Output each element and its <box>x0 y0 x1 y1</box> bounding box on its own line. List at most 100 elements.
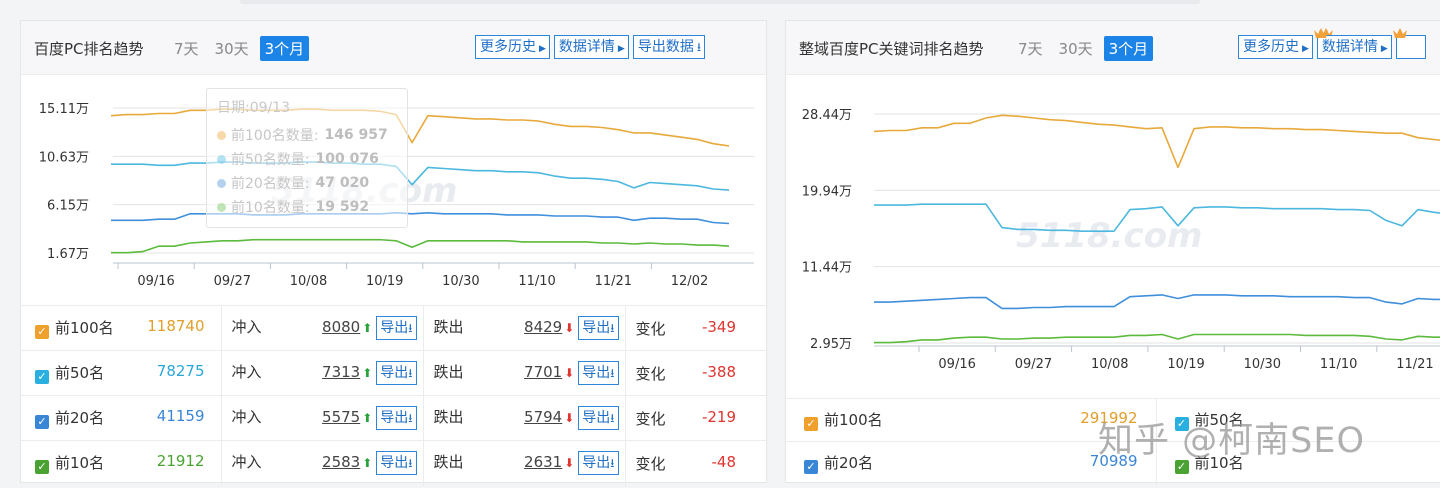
data-details-label: 数据详情 <box>1321 39 1378 55</box>
tooltip-row: 前50名数量: 100 076 <box>217 147 397 171</box>
tooltip-row: 前100名数量: 146 957 <box>217 123 397 147</box>
tab-3m[interactable]: 3个月 <box>259 36 310 61</box>
tooltip-label: 前10名数量: <box>231 200 310 216</box>
download-icon: ⭳ <box>610 456 615 471</box>
rank-label: 前100名 <box>55 319 114 337</box>
series-line-前20名[interactable] <box>874 294 1440 310</box>
checkbox-checked-icon[interactable]: ✓ <box>1174 417 1189 431</box>
checkbox-checked-icon[interactable]: ✓ <box>35 325 49 339</box>
more-history-label: 更多历史 <box>1243 39 1299 55</box>
caret-right-icon: ▶ <box>539 44 546 54</box>
export-button[interactable]: 导出⭳ <box>578 406 619 430</box>
vip-crown-icon <box>1392 28 1407 38</box>
series-line-前20名[interactable] <box>111 212 730 225</box>
rush-in-label: 冲入 <box>231 408 262 426</box>
change-value: -388 <box>701 362 736 381</box>
export-label: 导出 <box>380 455 409 472</box>
tooltip-label: 前20名数量: <box>231 176 310 192</box>
tooltip-row: 前20名数量: 47 020 <box>217 171 397 195</box>
change-label: 变化 <box>635 454 666 473</box>
download-icon: ⭳ <box>408 456 413 471</box>
export-label: 导出 <box>582 455 611 472</box>
arrow-down-icon: ⬇ <box>564 411 575 425</box>
checkbox-checked-icon[interactable]: ✓ <box>35 460 49 475</box>
y-tick-label: 15.11万 <box>39 102 89 117</box>
x-tick-label: 10/30 <box>442 274 479 289</box>
table-row: ✓ 前100名 118740 冲入 8080 ⬆ 导出⭳ 跌出 8429 ⬇ 导出⭳ 变化 -349 <box>21 305 766 351</box>
export-button[interactable]: 导出⭳ <box>578 451 619 476</box>
caret-right-icon: ▶ <box>617 44 625 54</box>
download-icon: ⭳ <box>610 321 615 335</box>
keyword-ranking-trend-chart[interactable]: 28.44万 19.94万 11.44万 2.95万 09/16 09/27 10/08 10… <box>786 76 1440 396</box>
y-tick-label: 10.63万 <box>39 150 89 165</box>
y-tick-label: 19.94万 <box>802 184 852 199</box>
tab-7d[interactable]: 7天 <box>1018 40 1043 58</box>
range-tabs: 7天 30天 3个月 <box>1013 36 1159 61</box>
drop-out-link[interactable]: 2631 <box>524 453 563 472</box>
drop-out-label: 跌出 <box>433 318 464 336</box>
arrow-up-icon: ⬆ <box>362 456 373 471</box>
header-buttons: 更多历史 ▶ 数据详情 ▶ 导出数据 ⭳ <box>471 35 706 59</box>
x-tick-label: 11/21 <box>1396 357 1433 372</box>
arrow-up-icon: ⬆ <box>362 411 373 425</box>
zhihu-watermark: 知乎 @柯南SEO <box>1098 421 1366 461</box>
series-line-前50名[interactable] <box>111 161 730 191</box>
export-data-button[interactable] <box>1392 28 1426 59</box>
rush-in-link[interactable]: 7313 <box>322 363 361 381</box>
export-button[interactable]: 导出⭳ <box>578 316 619 340</box>
download-icon: ⭳ <box>610 411 615 425</box>
export-button[interactable]: 导出⭳ <box>376 316 417 340</box>
tooltip-value: 100 076 <box>315 151 379 167</box>
change-value: -48 <box>711 452 737 471</box>
rank-count: 21912 <box>156 452 205 471</box>
series-dot-icon <box>217 202 226 212</box>
series-line-前100名[interactable] <box>110 108 730 147</box>
tooltip-date: 日期:09/13 <box>217 100 291 116</box>
checkbox-checked-icon[interactable]: ✓ <box>35 370 49 384</box>
keyword-stats-table: ✓ 前100名 291992 ✓ 前50名 ✓ 前20名 70989 ✓ 前10名 <box>786 398 1440 485</box>
drop-out-link[interactable]: 5794 <box>524 408 563 426</box>
vip-crown-icon <box>1313 28 1328 38</box>
rush-in-link[interactable]: 5575 <box>322 408 361 426</box>
more-history-button[interactable]: 更多历史 ▶ <box>475 35 550 59</box>
export-button[interactable]: 导出⭳ <box>376 406 417 430</box>
more-history-label: 更多历史 <box>480 39 536 55</box>
ranking-trend-chart[interactable]: 15.11万 10.63万 6.15万 1.67万 09/16 09/27 10/08 10/… <box>21 76 766 304</box>
data-details-button[interactable]: 数据详情 ▶ <box>1313 28 1392 59</box>
download-icon: ⭳ <box>408 321 413 335</box>
arrow-up-icon: ⬆ <box>362 366 373 380</box>
checkbox-checked-icon[interactable]: ✓ <box>35 415 49 429</box>
series-line-前10名[interactable] <box>111 238 730 254</box>
series-line-前100名[interactable] <box>873 114 1440 169</box>
table-row: ✓ 前20名 70989 ✓ 前10名 <box>786 441 1440 485</box>
rank-label: 前100名 <box>824 411 883 429</box>
export-label: 导出 <box>380 365 409 381</box>
header-buttons: 更多历史 ▶ 数据详情 ▶ <box>1234 28 1426 59</box>
more-history-button[interactable]: 更多历史 ▶ <box>1238 28 1333 59</box>
checkbox-checked-icon[interactable]: ✓ <box>1174 460 1189 475</box>
drop-out-link[interactable]: 8429 <box>524 318 563 336</box>
series-line-前50名[interactable] <box>874 203 1440 232</box>
tab-7d[interactable]: 7天 <box>174 40 199 58</box>
x-tick-label: 10/19 <box>1167 357 1204 372</box>
series-line-前10名[interactable] <box>874 333 1440 344</box>
tab-30d[interactable]: 30天 <box>1058 40 1093 58</box>
data-details-button[interactable]: 数据详情 ▶ <box>553 35 629 59</box>
checkbox-checked-icon[interactable]: ✓ <box>804 417 818 431</box>
y-tick-label: 6.15万 <box>47 199 89 214</box>
export-button[interactable]: 导出⭳ <box>376 451 417 476</box>
rush-in-link[interactable]: 2583 <box>322 453 361 472</box>
x-tick-label: 09/27 <box>214 274 251 289</box>
export-button[interactable]: 导出⭳ <box>376 361 417 385</box>
y-tick-label: 11.44万 <box>802 261 852 276</box>
tab-3m[interactable]: 3个月 <box>1103 36 1154 61</box>
drop-out-link[interactable]: 7701 <box>524 363 563 381</box>
panel-title: 百度PC排名趋势 <box>34 40 144 58</box>
tab-30d[interactable]: 30天 <box>214 40 249 58</box>
checkbox-checked-icon[interactable]: ✓ <box>804 460 818 475</box>
tooltip-value: 19 592 <box>315 199 370 215</box>
export-button[interactable]: 导出⭳ <box>578 361 619 385</box>
export-data-button[interactable]: 导出数据 ⭳ <box>632 35 706 59</box>
rush-in-link[interactable]: 8080 <box>322 318 361 336</box>
rank-count: 70989 <box>1089 452 1138 471</box>
